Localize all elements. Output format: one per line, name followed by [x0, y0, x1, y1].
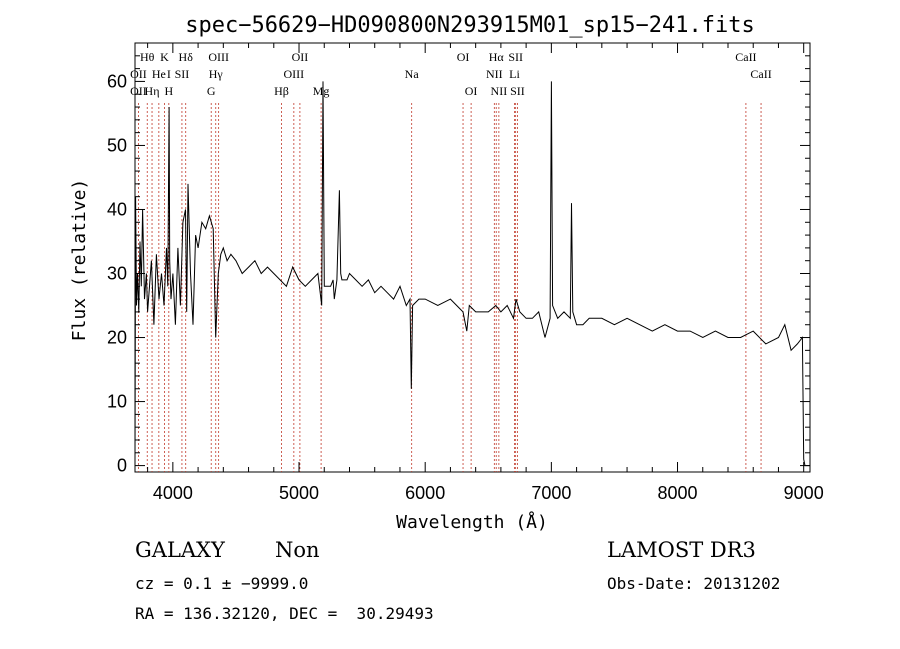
line-marker-label: OIII [208, 50, 229, 64]
line-marker-label: Hδ [179, 50, 194, 64]
x-tick-label: 6000 [405, 483, 445, 503]
line-marker-label: Hα [489, 50, 505, 64]
line-marker-label: NII [491, 84, 508, 98]
line-marker-label: Hη [145, 84, 160, 98]
y-tick-label: 20 [107, 328, 127, 348]
survey-name: LAMOST DR3 [607, 538, 756, 562]
x-tick-label: 9000 [784, 483, 824, 503]
line-marker-label: OI [465, 84, 478, 98]
y-tick-label: 60 [107, 71, 127, 91]
line-marker-label: I [167, 67, 171, 81]
line-marker-label: Hθ [140, 50, 155, 64]
chart-title: spec−56629−HD090800N293915M01_sp15−241.f… [185, 13, 755, 38]
line-marker-label: OII [292, 50, 309, 64]
x-axis-label: Wavelength (Å) [396, 511, 548, 533]
x-tick-label: 8000 [657, 483, 697, 503]
line-marker-label: H [164, 84, 173, 98]
y-tick-label: 10 [107, 392, 127, 412]
x-tick-label: 7000 [531, 483, 571, 503]
y-axis-label: Flux (relative) [69, 179, 90, 342]
x-axis-ticks: 4000 5000 6000 7000 8000 9000 [147, 43, 824, 503]
line-marker-label: G [207, 84, 216, 98]
line-marker-label: K [160, 50, 169, 64]
y-tick-label: 30 [107, 264, 127, 284]
plot-frame [134, 42, 811, 473]
y-axis-ticks: 0 10 20 30 40 50 60 [107, 55, 810, 476]
redshift-line: cz = 0.1 ± −9999.0 [135, 574, 309, 593]
line-marker-label: He [152, 67, 166, 81]
object-subclass: Non [275, 538, 320, 562]
line-marker-label: Mg [313, 84, 330, 98]
line-marker-label: SII [175, 67, 190, 81]
object-class: GALAXY [135, 538, 225, 562]
line-marker-label: CaII [735, 50, 756, 64]
line-marker-label: Na [405, 67, 420, 81]
line-marker-label: OII [130, 67, 147, 81]
line-marker-label: NII [486, 67, 503, 81]
line-marker-label: SII [508, 50, 523, 64]
spectrum-line [134, 81, 810, 467]
line-marker-label: Hβ [274, 84, 289, 98]
y-tick-label: 50 [107, 135, 127, 155]
line-marker-label: SII [510, 84, 525, 98]
line-marker-label: OI [457, 50, 470, 64]
coordinates: RA = 136.32120, DEC = 30.29493 [135, 604, 434, 623]
x-tick-label: 5000 [279, 483, 319, 503]
x-tick-label: 4000 [153, 483, 193, 503]
y-tick-label: 0 [117, 456, 127, 476]
line-marker-label: OII [130, 84, 147, 98]
line-marker-label: CaII [750, 67, 771, 81]
obs-date: Obs-Date: 20131202 [607, 574, 781, 593]
line-marker-label: Hγ [209, 67, 224, 81]
line-marker-label: OIII [284, 67, 305, 81]
line-marker-label: Li [509, 67, 520, 81]
y-tick-label: 40 [107, 199, 127, 219]
